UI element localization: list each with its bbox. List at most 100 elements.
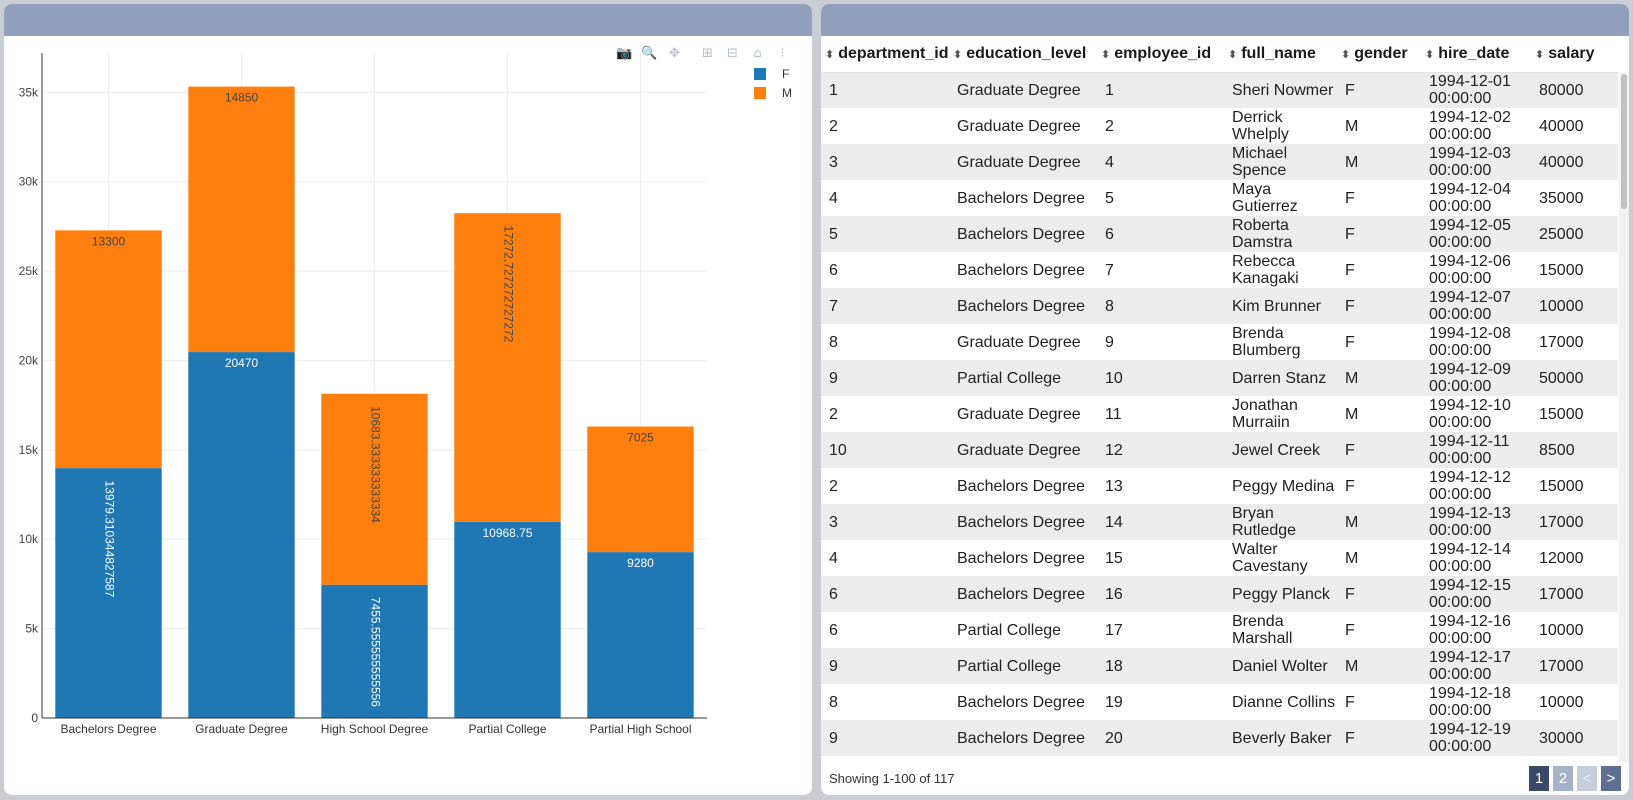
cell-full-name: Bryan Rutledge	[1224, 504, 1337, 540]
bar-m[interactable]	[587, 426, 694, 553]
table-row[interactable]: 9 Partial College 10 Darren Stanz M 1994-12-0…	[821, 360, 1618, 396]
table-row[interactable]: 6 Bachelors Degree 7 Rebecca Kanagaki F 1994-…	[821, 252, 1618, 288]
column-header-education-level[interactable]: ⬍ education_level	[949, 36, 1097, 73]
table-row[interactable]: 6 Bachelors Degree 16 Peggy Planck F 1994-12-…	[821, 576, 1618, 612]
next-page-button[interactable]: >	[1601, 766, 1621, 791]
legend-label: F	[782, 66, 790, 81]
stacked-bar-chart[interactable]: 0 5k 10k 15k 20k 25k 30k 35k 13979.310344827587 1…	[4, 36, 812, 795]
cell-gender: F	[1337, 612, 1421, 648]
table-row[interactable]: 2 Graduate Degree 2 Derrick Whelply M 1994-12…	[821, 108, 1618, 144]
table-row[interactable]: 4 Bachelors Degree 15 Walter Cavestany M 1994…	[821, 540, 1618, 576]
cell-employee-id: 10	[1097, 360, 1224, 396]
bar-f[interactable]	[454, 521, 561, 718]
table-row[interactable]: 2 Graduate Degree 11 Jonathan Murraiin M 1994…	[821, 396, 1618, 432]
column-header-department-id[interactable]: ⬍ department_id	[821, 36, 949, 73]
cell-hire-date: 1994-12-10 00:00:00	[1421, 396, 1531, 432]
table-row[interactable]: 3 Graduate Degree 4 Michael Spence M 1994-12-…	[821, 144, 1618, 180]
table-row[interactable]: 9 Bachelors Degree 20 Beverly Baker F 1994-12…	[821, 720, 1618, 756]
home-icon[interactable]: ⌂	[753, 45, 762, 61]
bar-m[interactable]	[321, 393, 428, 585]
zoom-icon[interactable]: 🔍	[641, 45, 658, 61]
cell-department-id: 10	[821, 432, 949, 468]
table-row[interactable]: 9 Partial College 18 Daniel Wolter M 1994-12-…	[821, 648, 1618, 684]
cell-full-name: Sheri Nowmer	[1224, 72, 1337, 108]
bar-f[interactable]	[321, 584, 428, 718]
bar-m[interactable]	[55, 230, 162, 469]
chart-panel-header	[4, 4, 812, 36]
sort-icon[interactable]: ⬍	[1425, 47, 1435, 61]
data-label: 7455.555555555556	[368, 597, 382, 707]
table-row[interactable]: 4 Bachelors Degree 5 Maya Gutierrez F 1994-12…	[821, 180, 1618, 216]
cell-gender: M	[1337, 540, 1421, 576]
plotly-logo-icon[interactable]: ⁝	[780, 45, 785, 61]
cell-gender: F	[1337, 720, 1421, 756]
column-header-salary[interactable]: ⬍ salary	[1531, 36, 1618, 73]
cell-department-id: 3	[821, 504, 949, 540]
column-header-gender[interactable]: ⬍ gender	[1337, 36, 1421, 73]
table-row[interactable]: 10 Graduate Degree 12 Jewel Creek F 1994-12-1…	[821, 432, 1618, 468]
sort-icon[interactable]: ⬍	[1341, 47, 1351, 61]
table-row[interactable]: 1994-12-20	[821, 756, 1618, 762]
table-row[interactable]: 1 Graduate Degree 1 Sheri Nowmer F 1994-12-01…	[821, 72, 1618, 108]
zoom-in-icon[interactable]: ⊞	[702, 45, 713, 61]
cell-gender: M	[1337, 108, 1421, 144]
table-row[interactable]: 6 Partial College 17 Brenda Marshall F 1994-1…	[821, 612, 1618, 648]
column-header-employee-id[interactable]: ⬍ employee_id	[1097, 36, 1224, 73]
cell-full-name: Peggy Planck	[1224, 576, 1337, 612]
bar-m[interactable]	[188, 86, 295, 353]
cell-gender: F	[1337, 288, 1421, 324]
legend-item-f[interactable]: F	[748, 64, 792, 83]
sort-icon[interactable]: ⬍	[1228, 47, 1238, 61]
bar-f[interactable]	[587, 552, 694, 718]
legend-label: M	[782, 85, 792, 100]
bar-f[interactable]	[188, 352, 295, 718]
cell-education-level: Bachelors Degree	[949, 720, 1097, 756]
cell-education-level: Partial College	[949, 360, 1097, 396]
cell-gender: F	[1337, 576, 1421, 612]
zoom-out-icon[interactable]: ⊟	[727, 45, 738, 61]
column-header-label: gender	[1354, 44, 1408, 62]
table-scrollbar[interactable]	[1619, 72, 1629, 762]
sort-icon[interactable]: ⬍	[1535, 47, 1545, 61]
legend-item-m[interactable]: M	[748, 83, 792, 102]
table-row[interactable]: 7 Bachelors Degree 8 Kim Brunner F 1994-12-07…	[821, 288, 1618, 324]
bar-f[interactable]	[55, 468, 162, 718]
data-table-container[interactable]: ⬍ department_id ⬍ education_level ⬍ employee_…	[821, 36, 1629, 762]
table-row[interactable]: 3 Bachelors Degree 14 Bryan Rutledge M 1994-1…	[821, 504, 1618, 540]
cell-hire-date: 1994-12-19 00:00:00	[1421, 720, 1531, 756]
legend-swatch	[754, 86, 766, 99]
sort-icon[interactable]: ⬍	[953, 47, 963, 61]
cell-education-level: Bachelors Degree	[949, 540, 1097, 576]
cell-full-name: Rebecca Kanagaki	[1224, 252, 1337, 288]
table-panel: ⬍ department_id ⬍ education_level ⬍ employee_…	[821, 4, 1629, 795]
table-row[interactable]: 8 Bachelors Degree 19 Dianne Collins F 1994-1…	[821, 684, 1618, 720]
table-row[interactable]: 8 Graduate Degree 9 Brenda Blumberg F 1994-12…	[821, 324, 1618, 360]
data-label: 20470	[225, 356, 259, 370]
table-row[interactable]: 2 Bachelors Degree 13 Peggy Medina F 1994-12-…	[821, 468, 1618, 504]
sort-icon[interactable]: ⬍	[825, 47, 835, 61]
page-1-button[interactable]: 1	[1529, 766, 1549, 791]
pan-icon[interactable]: ✥	[669, 45, 680, 61]
cell-hire-date: 1994-12-17 00:00:00	[1421, 648, 1531, 684]
table-row[interactable]: 5 Bachelors Degree 6 Roberta Damstra F 1994-1…	[821, 216, 1618, 252]
column-header-hire-date[interactable]: ⬍ hire_date	[1421, 36, 1531, 73]
cell-employee-id	[1097, 756, 1224, 762]
prev-page-button[interactable]: <	[1577, 766, 1597, 791]
chart-area[interactable]: 0 5k 10k 15k 20k 25k 30k 35k 13979.310344827587 1…	[4, 36, 812, 795]
column-header-full-name[interactable]: ⬍ full_name	[1224, 36, 1337, 73]
cell-full-name: Beverly Baker	[1224, 720, 1337, 756]
scrollbar-thumb[interactable]	[1621, 74, 1627, 209]
page-2-button[interactable]: 2	[1553, 766, 1573, 791]
camera-icon[interactable]: 📷	[616, 45, 633, 61]
data-label: 17272.727272727272	[501, 226, 515, 343]
cell-education-level: Graduate Degree	[949, 432, 1097, 468]
cell-education-level: Bachelors Degree	[949, 252, 1097, 288]
sort-icon[interactable]: ⬍	[1101, 47, 1111, 61]
cell-gender: M	[1337, 360, 1421, 396]
cell-full-name: Jonathan Murraiin	[1224, 396, 1337, 432]
cell-full-name: Maya Gutierrez	[1224, 180, 1337, 216]
y-tick-label: 0	[31, 711, 38, 725]
cell-department-id: 9	[821, 360, 949, 396]
bar-m[interactable]	[454, 213, 561, 522]
cell-salary: 35000	[1531, 180, 1618, 216]
